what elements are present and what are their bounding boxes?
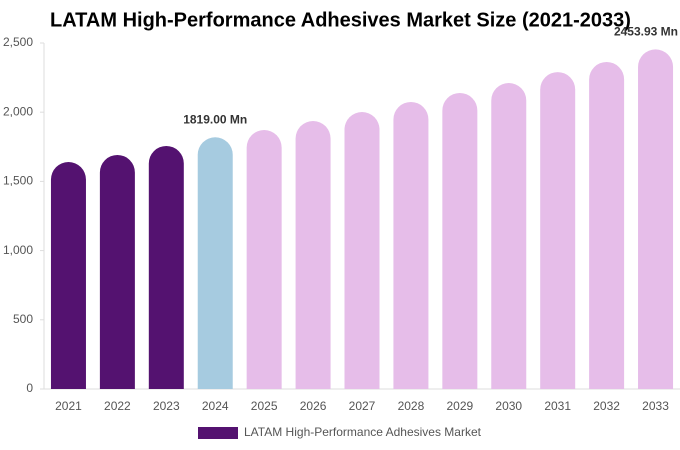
bar (589, 61, 625, 390)
y-tick-label: 1,000 (3, 243, 33, 257)
x-tick-label: 2022 (104, 399, 131, 413)
x-tick-label: 2029 (446, 399, 473, 413)
x-tick-label: 2025 (251, 399, 278, 413)
bar (540, 72, 576, 389)
bar (246, 130, 282, 390)
chart-title: LATAM High-Performance Adhesives Market … (50, 9, 631, 31)
bar (148, 145, 184, 389)
x-tick-label: 2023 (153, 399, 180, 413)
x-tick-label: 2024 (202, 399, 229, 413)
y-tick-label: 2,500 (3, 35, 33, 49)
legend-swatch (198, 427, 238, 439)
x-tick-label: 2021 (55, 399, 82, 413)
x-tick-label: 2028 (398, 399, 425, 413)
x-tick-label: 2032 (593, 399, 620, 413)
data-label: 1819.00 Mn (183, 112, 247, 126)
legend-label: LATAM High-Performance Adhesives Market (244, 425, 482, 439)
bar (197, 137, 233, 389)
bar (491, 82, 527, 390)
x-tick-label: 2031 (544, 399, 571, 413)
x-tick-label: 2026 (300, 399, 327, 413)
x-tick-label: 2030 (495, 399, 522, 413)
bar (344, 112, 380, 390)
bar (50, 162, 86, 389)
x-tick-label: 2033 (642, 399, 669, 413)
x-tick-label: 2027 (349, 399, 376, 413)
data-label: 2453.93 Mn (614, 25, 678, 39)
y-tick-label: 500 (13, 312, 33, 326)
y-tick-label: 0 (26, 381, 33, 395)
bar (442, 92, 478, 389)
bar (393, 101, 429, 389)
bar (295, 121, 331, 389)
bar (99, 154, 135, 389)
y-tick-label: 2,000 (3, 104, 33, 118)
y-tick-label: 1,500 (3, 174, 33, 188)
bar (638, 49, 674, 389)
